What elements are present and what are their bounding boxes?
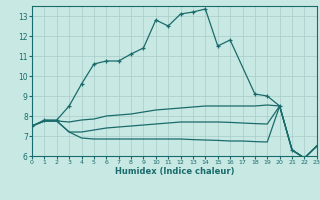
X-axis label: Humidex (Indice chaleur): Humidex (Indice chaleur): [115, 167, 234, 176]
